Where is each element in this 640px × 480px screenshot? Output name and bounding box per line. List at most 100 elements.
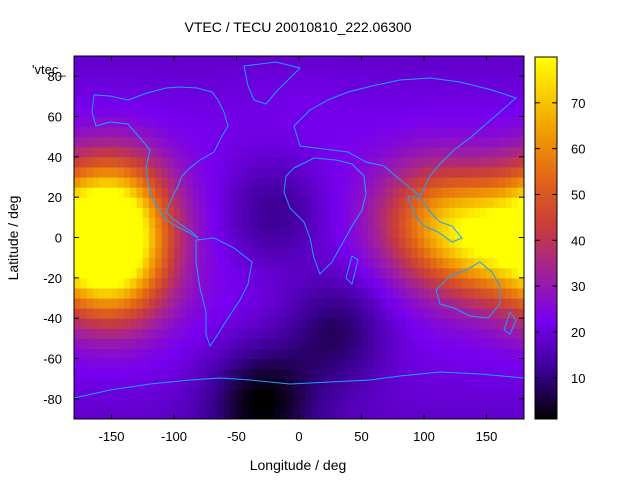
heatmap-cell bbox=[517, 197, 524, 208]
heatmap-cell bbox=[386, 398, 394, 410]
heatmap-cell bbox=[474, 106, 481, 118]
heatmap-cell bbox=[174, 166, 181, 178]
heatmap-cell bbox=[392, 136, 400, 148]
heatmap-cell bbox=[517, 66, 524, 77]
heatmap-cell bbox=[511, 328, 519, 339]
heatmap-cell bbox=[374, 56, 381, 67]
heatmap-cell bbox=[149, 298, 156, 309]
heatmap-cell bbox=[136, 177, 144, 188]
heatmap-cell bbox=[236, 338, 244, 350]
heatmap-cell bbox=[305, 156, 313, 168]
heatmap-cell bbox=[424, 378, 431, 390]
heatmap-cell bbox=[355, 56, 363, 67]
heatmap-cell bbox=[236, 197, 244, 208]
heatmap-cell bbox=[424, 197, 431, 208]
heatmap-cell bbox=[155, 56, 163, 67]
heatmap-cell bbox=[367, 156, 375, 168]
heatmap-cell bbox=[367, 187, 375, 198]
heatmap-cell bbox=[467, 76, 475, 87]
heatmap-cell bbox=[324, 257, 331, 269]
heatmap-cell bbox=[249, 207, 256, 218]
heatmap-cell bbox=[311, 96, 319, 108]
heatmap-cell bbox=[486, 348, 494, 360]
heatmap-cell bbox=[280, 227, 288, 239]
heatmap-cell bbox=[111, 187, 119, 198]
heatmap-cell bbox=[86, 126, 94, 138]
heatmap-cell bbox=[330, 76, 338, 87]
heatmap-cell bbox=[349, 287, 356, 299]
heatmap-cell bbox=[217, 257, 225, 269]
heatmap-cell bbox=[280, 257, 288, 269]
heatmap-cell bbox=[317, 398, 325, 410]
heatmap-cell bbox=[311, 177, 319, 188]
heatmap-cell bbox=[267, 136, 275, 148]
heatmap-cell bbox=[336, 136, 344, 148]
heatmap-cell bbox=[505, 146, 513, 158]
heatmap-cell bbox=[174, 126, 181, 138]
heatmap-cell bbox=[199, 358, 206, 370]
heatmap-cell bbox=[355, 398, 363, 410]
heatmap-cell bbox=[355, 308, 363, 319]
heatmap-cell bbox=[486, 187, 494, 198]
heatmap-cell bbox=[380, 358, 388, 370]
heatmap-cell bbox=[130, 298, 138, 309]
heatmap-cell bbox=[367, 267, 375, 279]
heatmap-cell bbox=[374, 66, 381, 77]
heatmap-cell bbox=[174, 277, 181, 289]
heatmap-cell bbox=[174, 398, 181, 410]
heatmap-cell bbox=[230, 116, 238, 128]
heatmap-cell bbox=[155, 177, 163, 188]
heatmap-cell bbox=[392, 247, 400, 259]
heatmap-cell bbox=[211, 368, 219, 380]
chart-title: VTEC / TECU 20010810_222.06300 bbox=[184, 19, 411, 35]
heatmap-cell bbox=[411, 76, 419, 87]
heatmap-cell bbox=[280, 247, 288, 259]
heatmap-cell bbox=[480, 56, 488, 67]
heatmap-cell bbox=[205, 388, 213, 400]
heatmap-cell bbox=[455, 358, 463, 370]
heatmap-cell bbox=[149, 187, 156, 198]
heatmap-cell bbox=[342, 187, 350, 198]
heatmap-cell bbox=[505, 257, 513, 269]
heatmap-cell bbox=[92, 247, 100, 259]
heatmap-cell bbox=[180, 267, 188, 279]
heatmap-cell bbox=[436, 287, 444, 299]
heatmap-cell bbox=[99, 388, 106, 400]
heatmap-cell bbox=[92, 187, 100, 198]
heatmap-cell bbox=[342, 408, 350, 419]
heatmap-cell bbox=[330, 207, 338, 218]
heatmap-cell bbox=[355, 197, 363, 208]
heatmap-cell bbox=[236, 257, 244, 269]
heatmap-cell bbox=[92, 257, 100, 269]
heatmap-cell bbox=[236, 368, 244, 380]
heatmap-cell bbox=[455, 217, 463, 229]
heatmap-cell bbox=[261, 126, 269, 138]
colorbar-tick-label: 50 bbox=[571, 187, 585, 202]
heatmap-cell bbox=[105, 66, 113, 77]
heatmap-cell bbox=[449, 257, 456, 269]
heatmap-cell bbox=[105, 217, 113, 229]
heatmap-cell bbox=[267, 96, 275, 108]
heatmap-cell bbox=[467, 257, 475, 269]
heatmap-cell bbox=[105, 348, 113, 360]
heatmap-cell bbox=[249, 116, 256, 128]
heatmap-cell bbox=[236, 227, 244, 239]
heatmap-cell bbox=[436, 106, 444, 118]
heatmap-cell bbox=[130, 106, 138, 118]
heatmap-cell bbox=[349, 136, 356, 148]
heatmap-cell bbox=[467, 177, 475, 188]
heatmap-cell bbox=[105, 156, 113, 168]
heatmap-cell bbox=[399, 408, 406, 419]
heatmap-cell bbox=[242, 378, 250, 390]
heatmap-cell bbox=[174, 267, 181, 279]
heatmap-cell bbox=[80, 247, 88, 259]
heatmap-cell bbox=[461, 237, 469, 249]
heatmap-cell bbox=[274, 217, 281, 229]
heatmap-cell bbox=[136, 126, 144, 138]
heatmap-cell bbox=[342, 217, 350, 229]
heatmap-cell bbox=[92, 368, 100, 380]
heatmap-cell bbox=[486, 318, 494, 329]
heatmap-cell bbox=[505, 398, 513, 410]
heatmap-cell bbox=[424, 257, 431, 269]
heatmap-cell bbox=[474, 197, 481, 208]
